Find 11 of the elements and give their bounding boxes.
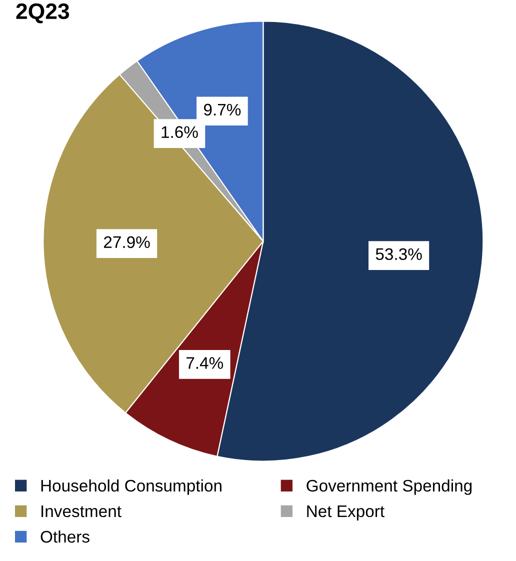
legend-label: Investment	[42, 506, 122, 518]
legend-label: Household Consumption	[41, 479, 222, 495]
data-label: 53.3%	[376, 248, 422, 260]
data-label: 27.9%	[104, 236, 150, 248]
chart-title: 2Q23	[16, 3, 70, 24]
data-label: 7.4%	[186, 357, 224, 369]
data-label: 9.7%	[204, 104, 241, 116]
legend-label: Others	[40, 530, 90, 543]
legend-label: Net Export	[307, 506, 384, 520]
data-label: 1.6%	[162, 126, 198, 138]
legend-label: Government Spending	[306, 479, 472, 495]
